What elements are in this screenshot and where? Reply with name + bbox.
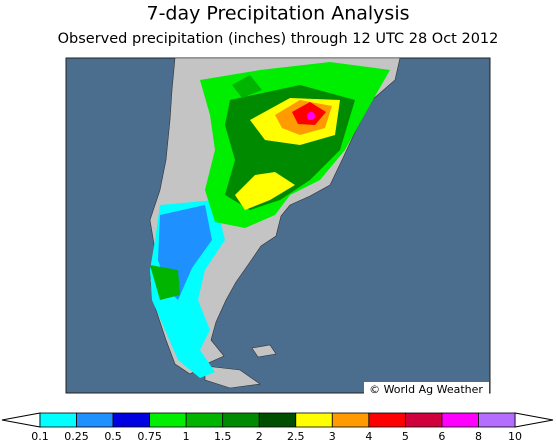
legend-tick-label: 5	[402, 430, 409, 443]
legend-swatch	[258, 412, 297, 428]
legend-tick-label: 8	[475, 430, 482, 443]
falklands	[251, 344, 277, 358]
precip-patch	[150, 75, 262, 300]
legend-tick-label: 10	[508, 430, 522, 443]
credit: © World Ag Weather	[369, 383, 483, 396]
title: 7-day Precipitation Analysis	[146, 3, 409, 25]
legend-swatch	[112, 412, 151, 428]
precip-max	[307, 112, 315, 120]
legend-swatch	[149, 412, 187, 428]
legend-swatch	[368, 412, 406, 428]
legend: 0.1 0.25 0.5 0.75 1 1.5 2 2.5 3 4 5 6 8 10	[1, 412, 554, 443]
legend-swatch	[478, 412, 516, 428]
legend-tick-label: 2.5	[287, 430, 305, 443]
legend-tick-label: 4	[365, 430, 372, 443]
legend-arrow-high	[514, 412, 554, 428]
credit-box	[364, 382, 489, 396]
legend-tick-label: 0.5	[104, 430, 122, 443]
legend-tick-label: 6	[438, 430, 445, 443]
legend-tick-label: 3	[329, 430, 336, 443]
tierra-del-fuego	[204, 365, 261, 389]
legend-swatch	[404, 412, 443, 428]
legend-tick-label: 0.1	[31, 430, 49, 443]
legend-swatch	[441, 412, 479, 428]
legend-arrow-low	[1, 412, 41, 428]
legend-tick-label: 0.25	[64, 430, 89, 443]
legend-tick-label: 2	[256, 430, 263, 443]
legend-swatch	[222, 412, 260, 428]
legend-swatch	[76, 412, 114, 428]
map: © World Ag Weather	[65, 57, 491, 396]
legend-swatch	[331, 412, 370, 428]
legend-swatch	[295, 412, 333, 428]
subtitle: Observed precipitation (inches) through …	[58, 31, 499, 47]
legend-swatch	[39, 412, 77, 428]
legend-swatch	[185, 412, 224, 428]
legend-tick-label: 0.75	[137, 430, 162, 443]
legend-tick-label: 1.5	[214, 430, 232, 443]
legend-tick-label: 1	[183, 430, 190, 443]
